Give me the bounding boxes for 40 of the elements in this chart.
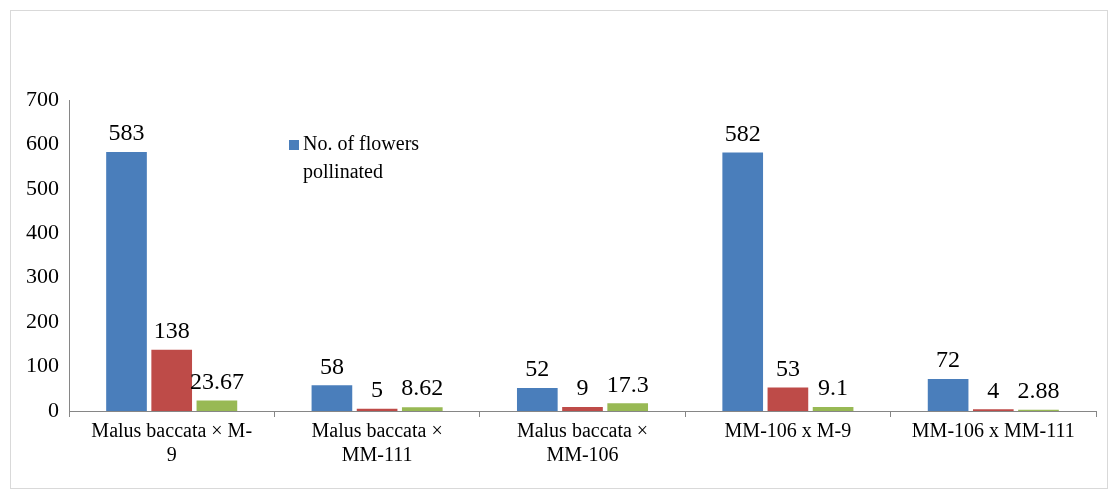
data-label: 58 [319,352,344,379]
bar [607,403,649,411]
y-tick-label: 200 [26,307,59,333]
data-label: 72 [936,346,961,373]
x-tick-label: MM-106 x M-9 [724,419,852,442]
x-tick-label: Malus baccata × M-9 [91,419,253,466]
y-tick-label: 0 [48,396,59,422]
bar [401,407,443,411]
y-tick-label: 100 [26,352,59,378]
data-label: 583 [108,119,145,146]
x-tick-label: MM-106 x MM-111 [911,419,1075,442]
bar [106,151,147,411]
data-label: 52 [525,355,550,382]
bar [196,400,238,411]
bar [722,152,764,411]
y-tick-label: 400 [26,219,59,245]
bar [562,407,603,411]
legend-label: No. of flowers pollinated [303,132,420,184]
y-tick-label: 600 [26,130,59,156]
bar [767,387,809,411]
data-label: 9.1 [818,374,849,401]
bar [151,349,193,411]
x-tick-label: Malus baccata × MM-111 [311,419,443,466]
data-label: 9 [576,374,589,401]
data-label: 2.88 [1017,377,1060,404]
bar [516,387,558,411]
data-label: 138 [153,316,190,343]
bar [812,406,854,411]
bar [927,379,969,411]
data-label: 53 [775,354,800,381]
data-label: 582 [724,119,761,146]
data-label: 17.3 [606,370,649,397]
x-tick-label: Malus baccata × MM-106 [516,419,649,466]
data-label: 8.62 [401,374,444,401]
y-tick-label: 700 [26,85,59,111]
bar [311,385,353,411]
y-tick-label: 300 [26,263,59,289]
data-label: 4 [987,376,1000,403]
y-tick-label: 500 [26,174,59,200]
data-label: 5 [371,376,384,403]
